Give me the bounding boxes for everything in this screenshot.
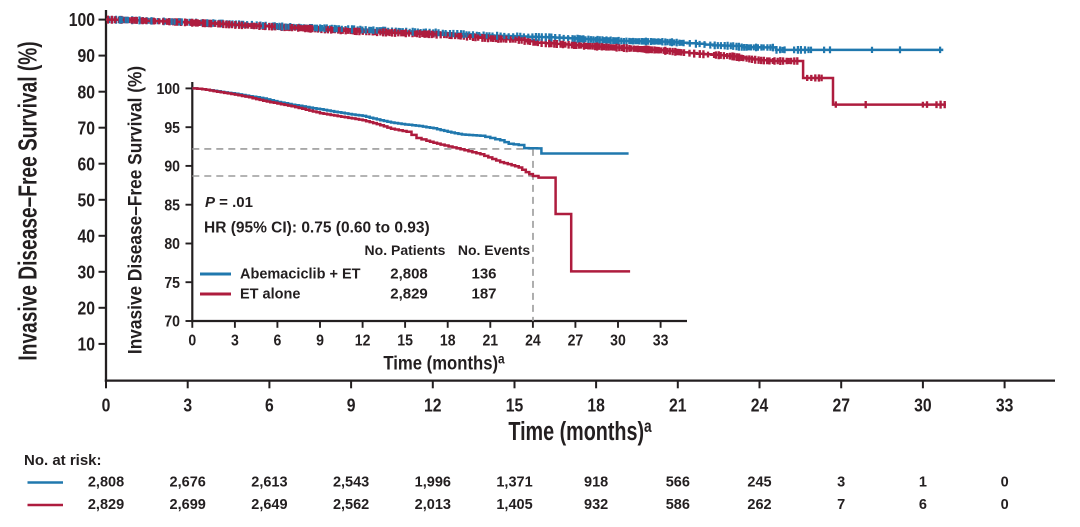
svg-text:566: 566: [666, 475, 690, 491]
svg-text:3: 3: [183, 394, 192, 416]
svg-text:932: 932: [584, 497, 608, 513]
svg-text:30: 30: [914, 394, 931, 416]
svg-text:136: 136: [471, 266, 496, 283]
svg-text:27: 27: [832, 394, 849, 416]
svg-text:33: 33: [653, 331, 669, 349]
svg-text:95: 95: [164, 119, 180, 137]
svg-text:586: 586: [666, 497, 690, 513]
svg-text:90: 90: [78, 45, 95, 67]
svg-text:80: 80: [164, 235, 180, 253]
svg-text:21: 21: [669, 394, 687, 416]
svg-text:Time (months)a: Time (months)a: [383, 351, 505, 374]
svg-text:2,829: 2,829: [88, 497, 124, 513]
svg-text:3: 3: [837, 475, 845, 491]
svg-text:60: 60: [78, 153, 95, 175]
svg-text:9: 9: [316, 331, 324, 349]
svg-text:6: 6: [919, 497, 927, 513]
svg-text:2,676: 2,676: [170, 475, 206, 491]
svg-text:90: 90: [164, 158, 180, 176]
svg-text:1,405: 1,405: [496, 497, 532, 513]
svg-text:12: 12: [355, 331, 371, 349]
svg-text:80: 80: [78, 81, 95, 103]
svg-text:70: 70: [78, 117, 95, 139]
svg-text:2,808: 2,808: [390, 266, 428, 283]
svg-text:2,543: 2,543: [333, 475, 369, 491]
svg-text:27: 27: [568, 331, 584, 349]
svg-text:2,013: 2,013: [415, 497, 451, 513]
svg-text:3: 3: [231, 331, 239, 349]
svg-text:100: 100: [69, 9, 95, 31]
svg-text:No. at risk:: No. at risk:: [24, 452, 102, 469]
svg-text:24: 24: [525, 331, 541, 349]
svg-text:Time (months)a: Time (months)a: [508, 416, 651, 445]
svg-text:P = .01: P = .01: [205, 194, 253, 211]
svg-text:0: 0: [188, 331, 196, 349]
svg-text:75: 75: [164, 274, 180, 292]
svg-text:18: 18: [440, 331, 456, 349]
svg-text:85: 85: [164, 197, 180, 215]
svg-text:0: 0: [1001, 497, 1009, 513]
svg-text:0: 0: [102, 394, 111, 416]
svg-text:100: 100: [157, 80, 180, 98]
svg-text:2,562: 2,562: [333, 497, 369, 513]
svg-text:12: 12: [424, 394, 441, 416]
svg-text:2,808: 2,808: [88, 475, 124, 491]
svg-text:1,371: 1,371: [496, 475, 532, 491]
svg-text:33: 33: [996, 394, 1013, 416]
svg-text:No. Patients: No. Patients: [365, 242, 446, 258]
svg-text:7: 7: [837, 497, 845, 513]
svg-text:30: 30: [610, 331, 626, 349]
svg-text:1,996: 1,996: [415, 475, 451, 491]
svg-text:No. Events: No. Events: [458, 242, 531, 258]
svg-text:21: 21: [482, 331, 498, 349]
svg-text:70: 70: [164, 313, 180, 331]
svg-text:18: 18: [587, 394, 605, 416]
svg-text:6: 6: [265, 394, 274, 416]
svg-text:245: 245: [747, 475, 771, 491]
svg-text:2,829: 2,829: [390, 286, 428, 303]
svg-text:HR (95% CI): 0.75 (0.60 to 0.9: HR (95% CI): 0.75 (0.60 to 0.93): [204, 220, 430, 237]
svg-text:40: 40: [78, 225, 95, 247]
svg-text:30: 30: [78, 261, 95, 283]
svg-text:187: 187: [471, 286, 496, 303]
svg-text:Invasive Disease–Free Survival: Invasive Disease–Free Survival (%): [13, 41, 42, 360]
svg-text:262: 262: [747, 497, 771, 513]
svg-text:15: 15: [397, 331, 413, 349]
svg-text:9: 9: [347, 394, 356, 416]
svg-text:2,699: 2,699: [170, 497, 206, 513]
svg-text:Invasive Disease–Free Survival: Invasive Disease–Free Survival (%): [125, 66, 146, 354]
svg-text:1: 1: [919, 475, 927, 491]
svg-text:Abemaciclib + ET: Abemaciclib + ET: [240, 267, 361, 283]
svg-text:2,613: 2,613: [251, 475, 287, 491]
svg-text:918: 918: [584, 475, 608, 491]
svg-text:24: 24: [751, 394, 769, 416]
svg-text:0: 0: [1001, 475, 1009, 491]
svg-text:6: 6: [273, 331, 281, 349]
svg-text:20: 20: [78, 297, 95, 319]
svg-text:15: 15: [506, 394, 524, 416]
svg-text:10: 10: [78, 333, 95, 355]
svg-text:50: 50: [78, 189, 95, 211]
svg-text:ET alone: ET alone: [240, 287, 300, 303]
svg-text:2,649: 2,649: [251, 497, 287, 513]
